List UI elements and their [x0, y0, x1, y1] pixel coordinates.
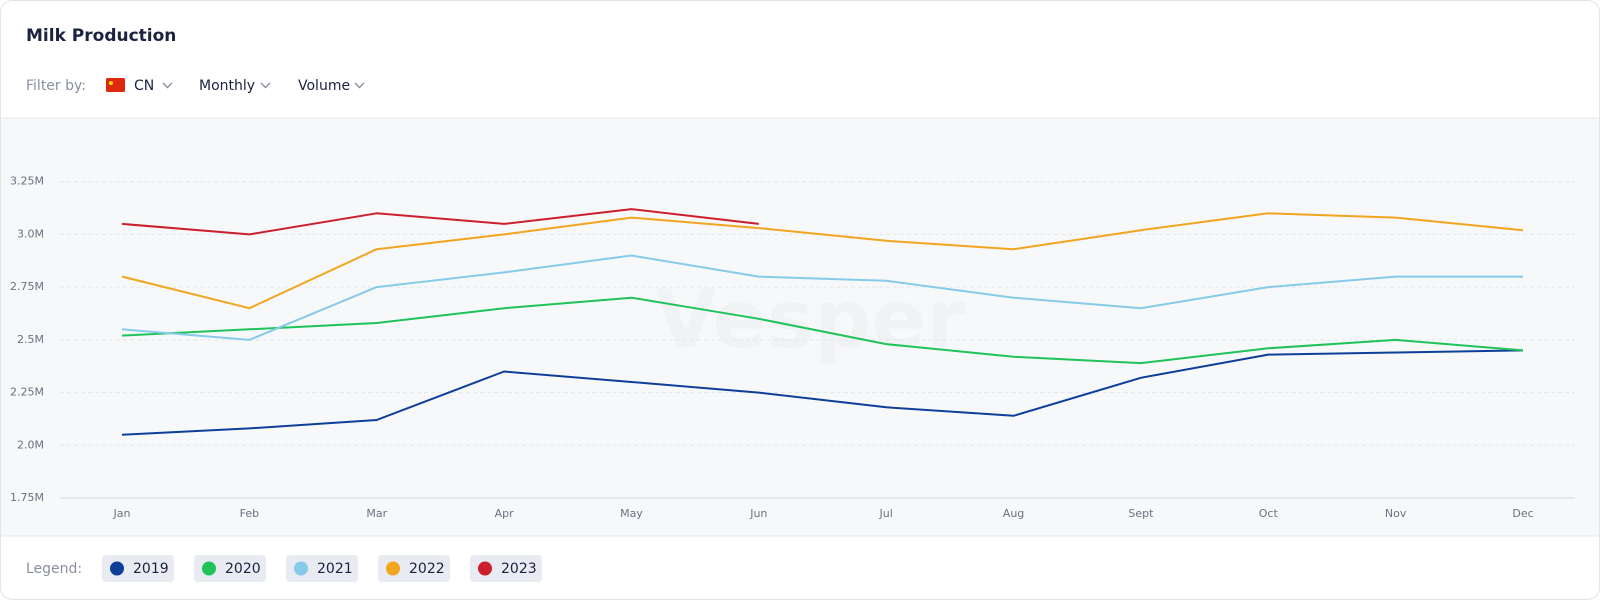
- legend-pill: [378, 555, 450, 582]
- x-tick-label: Dec: [1512, 507, 1533, 520]
- y-tick-label: 3.25M: [10, 175, 44, 188]
- x-tick-label: Feb: [240, 507, 259, 520]
- x-tick-label: Aug: [1003, 507, 1024, 520]
- x-tick-label: Sept: [1128, 507, 1154, 520]
- legend-swatch: [294, 561, 308, 576]
- legend-pill: [102, 555, 174, 582]
- chart-title: Milk Production: [26, 26, 176, 46]
- series-line: [121, 254, 1523, 341]
- y-tick-label: 2.5M: [17, 333, 44, 346]
- legend-entry: 2023: [501, 561, 537, 577]
- legend-entry: 2020: [225, 561, 261, 577]
- legend-pill: [194, 555, 266, 582]
- y-tick-label: 2.75M: [10, 280, 44, 293]
- legend-entry: 2022: [409, 561, 445, 577]
- filter-item[interactable]: Monthly: [199, 78, 255, 94]
- filter-label: Filter by:: [26, 78, 86, 94]
- chevron: [162, 82, 173, 89]
- series-line: [121, 296, 1524, 365]
- series-line: [121, 212, 1524, 310]
- legend-label: Legend:: [26, 561, 82, 577]
- legend-swatch: [202, 561, 216, 576]
- x-tick-label: Jul: [879, 507, 893, 520]
- legend-swatch: [386, 561, 400, 576]
- legend-entry: 2019: [133, 561, 169, 577]
- chevron: [354, 82, 365, 89]
- x-tick-label: Oct: [1259, 507, 1279, 520]
- series-line: [121, 349, 1524, 436]
- x-tick-label: Mar: [366, 507, 387, 520]
- y-tick-label: 1.75M: [10, 491, 44, 504]
- x-tick-label: Jan: [113, 507, 131, 520]
- filter-item[interactable]: CN: [134, 78, 154, 94]
- legend-pill: [470, 555, 542, 582]
- series-line: [121, 208, 759, 236]
- legend-pill: [286, 555, 358, 582]
- legend-entry: 2021: [317, 561, 353, 577]
- legend-swatch: [478, 561, 492, 576]
- x-tick-label: Nov: [1385, 507, 1407, 520]
- y-tick-label: 2.0M: [17, 438, 44, 451]
- x-tick-label: Apr: [495, 507, 515, 520]
- chevron: [260, 82, 271, 89]
- filter-item[interactable]: Volume: [298, 78, 350, 94]
- x-tick-label: Jun: [749, 507, 767, 520]
- flag: [106, 78, 125, 92]
- y-tick-label: 3.0M: [17, 227, 44, 240]
- x-tick-label: May: [620, 507, 643, 520]
- y-tick-label: 2.25M: [10, 386, 44, 399]
- legend-swatch: [110, 561, 124, 576]
